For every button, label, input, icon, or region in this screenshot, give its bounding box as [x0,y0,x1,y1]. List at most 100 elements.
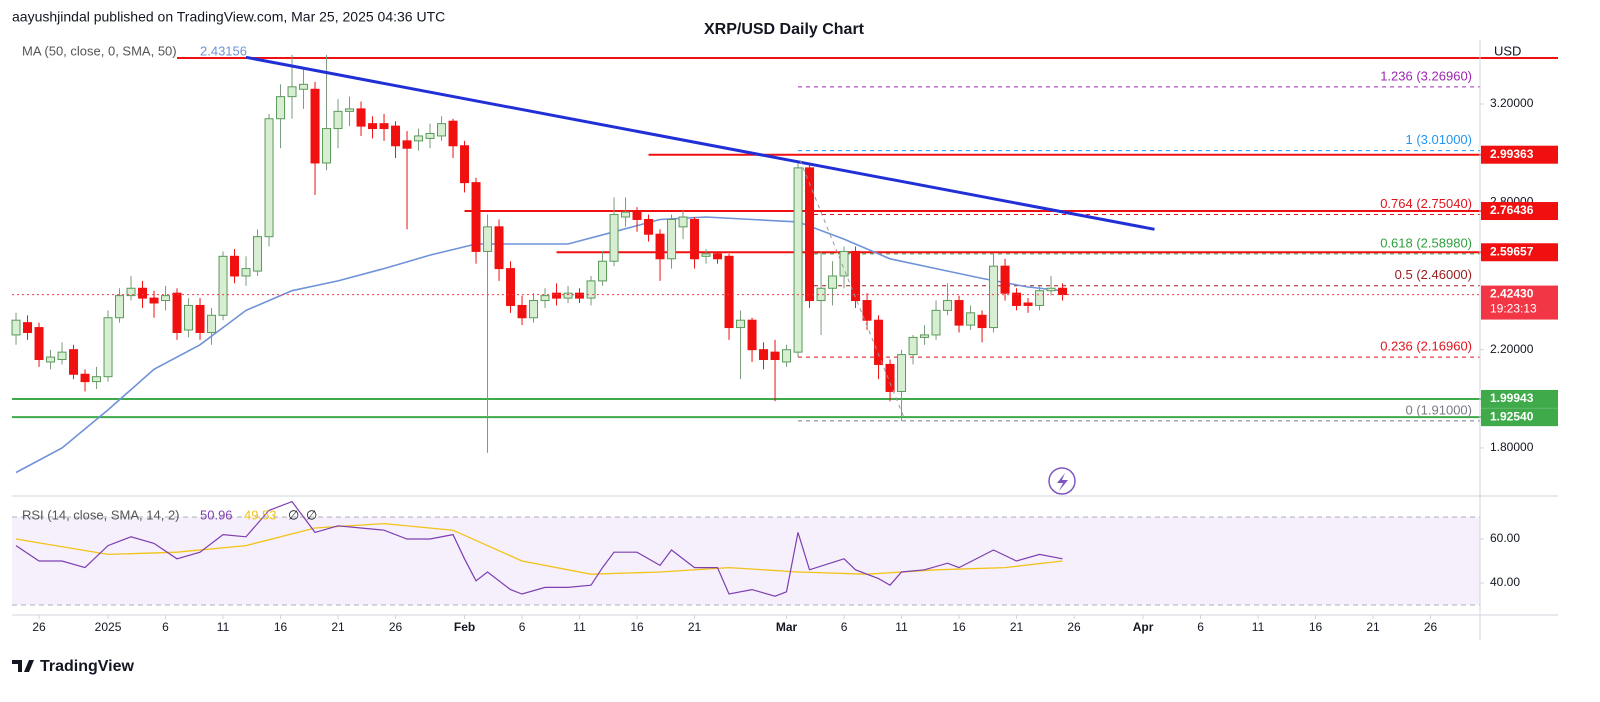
candle-body [655,233,665,260]
fib-level-label: 0.5 (2.46000) [1395,267,1472,282]
candle-body [1046,287,1056,292]
candle-body [471,182,481,252]
x-tick-label: 16 [952,620,966,634]
candle-body [805,167,815,302]
x-tick-label: 26 [32,620,46,634]
candle-body [46,356,56,363]
fib-trend-line [799,159,906,421]
candle-body [747,319,757,351]
candle-body [345,108,355,112]
x-tick-label: 11 [895,620,908,634]
candle-body [782,349,792,363]
x-tick-label: 6 [162,620,169,634]
ma-legend-value: 2.43156 [200,43,247,58]
last-price-tag [1481,285,1558,320]
candle-body [195,304,205,333]
lightning-icon [1048,467,1076,495]
rsi-legend-extra: ∅ [288,507,299,522]
candle-body [448,120,458,147]
x-tick-label: 11 [217,620,230,634]
candle-body [115,295,125,319]
x-tick-label: 26 [1424,620,1438,634]
x-tick-label: 21 [1010,620,1024,634]
rsi-tick-label: 60.00 [1490,531,1520,545]
last-price-label: 2.42430 [1490,287,1534,301]
candle-body [57,351,67,361]
candle-body [621,211,631,218]
candle-body [287,86,297,98]
candle-body [69,349,79,375]
fib-level-label: 0.236 (2.16960) [1380,339,1472,354]
brand-logo: TradingView [12,658,135,675]
candle-body [172,292,182,333]
candle-body [276,96,286,120]
candle-body [1058,287,1068,296]
candle-body [230,255,240,277]
currency-label: USD [1494,43,1521,58]
y-tick-label: 2.20000 [1490,342,1534,356]
candle-body [218,255,228,316]
y-tick-label: 1.80000 [1490,440,1534,454]
candle-body [690,218,700,260]
candle-body [862,300,872,321]
rsi-tick-label: 40.00 [1490,575,1520,589]
candle-body [138,287,148,299]
rsi-legend-ma-value: 49.53 [244,507,277,522]
candle-body [322,128,332,164]
x-tick-label: 16 [1309,620,1323,634]
level-price-label: 2.59657 [1490,244,1534,258]
countdown-label: 19:23:13 [1490,302,1537,316]
candle-body [437,123,447,137]
candle-body [333,110,343,130]
candle-body [701,253,711,257]
x-tick-label: 16 [630,620,644,634]
level-price-tag [1481,202,1558,221]
trend-line [245,55,1155,231]
candle-body [908,336,918,356]
candle-body [931,309,941,336]
candle-body [460,145,470,184]
rsi-band [12,516,1480,605]
candle-body [379,123,389,130]
level-price-label: 2.76436 [1490,203,1534,217]
x-tick-label: 21 [1366,620,1380,634]
candle-body [414,135,424,142]
candle-body [34,327,44,361]
candle-body [356,108,366,127]
x-tick-label: 2025 [95,620,122,634]
candle-body [828,275,838,289]
candle-body [11,319,21,336]
x-tick-label: 16 [274,620,288,634]
candle-body [885,363,895,392]
x-tick-label: 26 [389,620,403,634]
candle-body [184,304,194,331]
y-tick-label: 3.20000 [1490,96,1534,110]
x-tick-label: Feb [454,620,475,634]
candle-body [644,218,654,235]
ma-legend: MA (50, close, 0, SMA, 50) [22,43,177,58]
candle-body [253,236,263,272]
candle-body [241,268,251,277]
x-tick-label: 6 [1197,620,1204,634]
candle-body [494,226,504,270]
candle-body [966,312,976,326]
candle-body [517,304,527,319]
candle-body [793,167,803,353]
candle-body [207,314,217,333]
candle-body [540,295,550,302]
fib-level-label: 0 (1.91000) [1406,402,1473,417]
level-price-tag [1481,408,1558,427]
candle-body [80,373,90,383]
x-tick-label: 6 [519,620,526,634]
x-tick-label: 21 [688,620,702,634]
level-price-tag [1481,145,1558,164]
fib-level-label: 0.764 (2.75040) [1380,196,1472,211]
candle-body [989,265,999,329]
fib-level-label: 1.236 (3.26960) [1380,68,1472,83]
candle-body [552,292,562,299]
candle-body [483,226,493,252]
candle-body [598,260,608,282]
candle-body [563,292,573,299]
brand-name: TradingView [40,658,135,675]
candle-body [161,295,171,302]
